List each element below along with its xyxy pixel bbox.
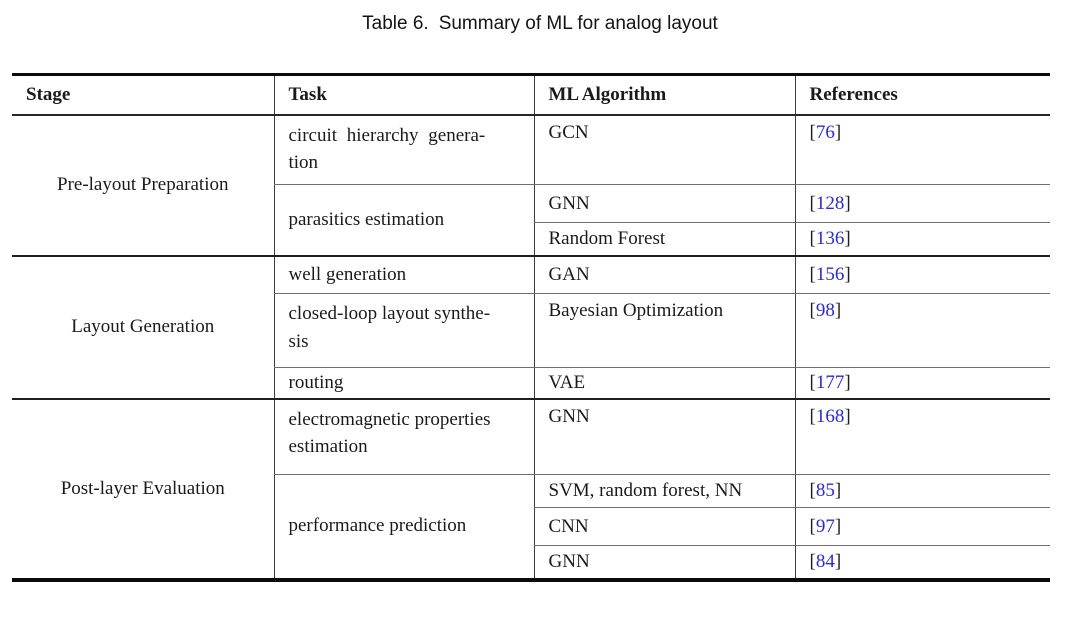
algorithm-cell: Random Forest	[533, 222, 795, 257]
table-caption-text: Summary of ML for analog layout	[438, 13, 718, 34]
citation-open-bracket: [	[809, 550, 816, 572]
citation-link[interactable]: [136]	[810, 228, 851, 249]
reference-cell: [156]	[794, 255, 1050, 294]
citation-link[interactable]: [128]	[810, 193, 851, 214]
stage-cell: Post-layer Evaluation	[60, 477, 225, 499]
algorithm-cell: GNN	[533, 545, 795, 580]
table-row: closed-loop layout synthe- sis Bayesian …	[12, 293, 1050, 368]
citation-number: 177	[815, 371, 845, 393]
citation-link[interactable]: [84]	[810, 551, 842, 572]
algorithm-cell: CNN	[533, 507, 795, 546]
citation-number: 85	[815, 480, 835, 501]
task-cell: parasitics estimation	[273, 184, 534, 257]
citation-close-bracket: ]	[844, 371, 851, 393]
citation-link[interactable]: [156]	[810, 264, 851, 285]
citation-number: 76	[815, 121, 835, 143]
citation-link[interactable]: [98]	[810, 300, 842, 321]
ml-analog-layout-table: Stage Task ML Algorithm References Pre-l…	[12, 73, 1050, 582]
citation-open-bracket: [	[809, 405, 816, 427]
reference-cell: [76]	[794, 114, 1050, 185]
reference-cell: [168]	[794, 398, 1050, 475]
header-task: Task	[273, 74, 534, 116]
citation-close-bracket: ]	[834, 300, 842, 321]
algorithm-cell: Bayesian Optimization	[533, 293, 795, 368]
stage-cell: Layout Generation	[12, 255, 274, 400]
citation-close-bracket: ]	[834, 480, 842, 501]
citation-open-bracket: [	[809, 371, 816, 393]
citation-number: 156	[815, 263, 845, 285]
reference-cell: [128]	[794, 184, 1050, 223]
citation-number: 168	[815, 405, 845, 427]
citation-number: 98	[815, 300, 835, 321]
citation-close-bracket: ]	[844, 192, 851, 214]
citation-open-bracket: [	[809, 300, 816, 321]
citation-number: 136	[815, 227, 845, 249]
citation-number: 84	[815, 550, 835, 572]
task-cell: circuit hierarchy genera- tion	[273, 114, 534, 185]
table-row: CNN [97]	[12, 507, 1050, 546]
reference-cell: [136]	[794, 222, 1050, 257]
citation-open-bracket: [	[809, 121, 816, 143]
algorithm-cell: SVM, random forest, NN	[533, 474, 795, 508]
algorithm-cell: GNN	[533, 398, 795, 475]
algorithm-cell: VAE	[533, 367, 795, 400]
algorithm-cell: GCN	[533, 114, 795, 185]
table-row: routing VAE [177]	[12, 367, 1050, 400]
table-caption-label: Table 6.	[362, 13, 429, 34]
algorithm-cell: GAN	[533, 255, 795, 294]
task-cell: performance prediction	[273, 474, 534, 580]
citation-open-bracket: [	[809, 515, 816, 537]
citation-close-bracket: ]	[844, 263, 851, 285]
table-caption: Table 6. Summary of ML for analog layout	[0, 0, 1080, 35]
citation-open-bracket: [	[809, 480, 816, 501]
citation-link[interactable]: [85]	[810, 480, 842, 501]
table-row: Post-layer Evaluation electromagnetic pr…	[12, 398, 1050, 499]
citation-link[interactable]: [97]	[810, 516, 842, 537]
citation-close-bracket: ]	[834, 121, 842, 143]
table-row: performance prediction SVM, random fores…	[12, 474, 1050, 580]
citation-link[interactable]: [76]	[810, 122, 842, 143]
task-cell: routing	[273, 367, 534, 400]
citation-close-bracket: ]	[834, 515, 842, 537]
citation-link[interactable]: [177]	[810, 372, 851, 393]
stage-cell: Pre-layout Preparation	[12, 114, 274, 257]
citation-close-bracket: ]	[844, 227, 851, 249]
table-row: Pre-layout Preparation circuit hierarchy…	[12, 114, 1050, 257]
citation-close-bracket: ]	[844, 405, 851, 427]
citation-number: 97	[815, 515, 835, 537]
citation-close-bracket: ]	[834, 550, 842, 572]
citation-open-bracket: [	[809, 192, 816, 214]
citation-open-bracket: [	[809, 227, 816, 249]
citation-open-bracket: [	[809, 263, 816, 285]
citation-link[interactable]: [168]	[810, 406, 851, 427]
table-row: Layout Generation well generation GAN [1…	[12, 255, 1050, 400]
table-row: parasitics estimation GNN [128]	[12, 184, 1050, 257]
citation-number: 128	[815, 192, 845, 214]
table-row: Random Forest [136]	[12, 222, 1050, 257]
task-cell: well generation	[273, 255, 534, 294]
reference-cell: [97]	[794, 507, 1050, 546]
header-stage: Stage	[12, 74, 274, 116]
task-cell: closed-loop layout synthe- sis	[273, 293, 534, 368]
reference-cell: [177]	[794, 367, 1050, 400]
header-references: References	[794, 74, 1050, 116]
header-algorithm: ML Algorithm	[533, 74, 795, 116]
algorithm-cell: GNN	[533, 184, 795, 223]
header-row: Stage Task ML Algorithm References	[12, 74, 1050, 116]
reference-cell: [84]	[794, 545, 1050, 580]
reference-cell: [98]	[794, 293, 1050, 368]
reference-cell: [85]	[794, 474, 1050, 508]
task-cell: electromagnetic properties estimation	[273, 398, 534, 475]
table-row: GNN [84]	[12, 545, 1050, 580]
